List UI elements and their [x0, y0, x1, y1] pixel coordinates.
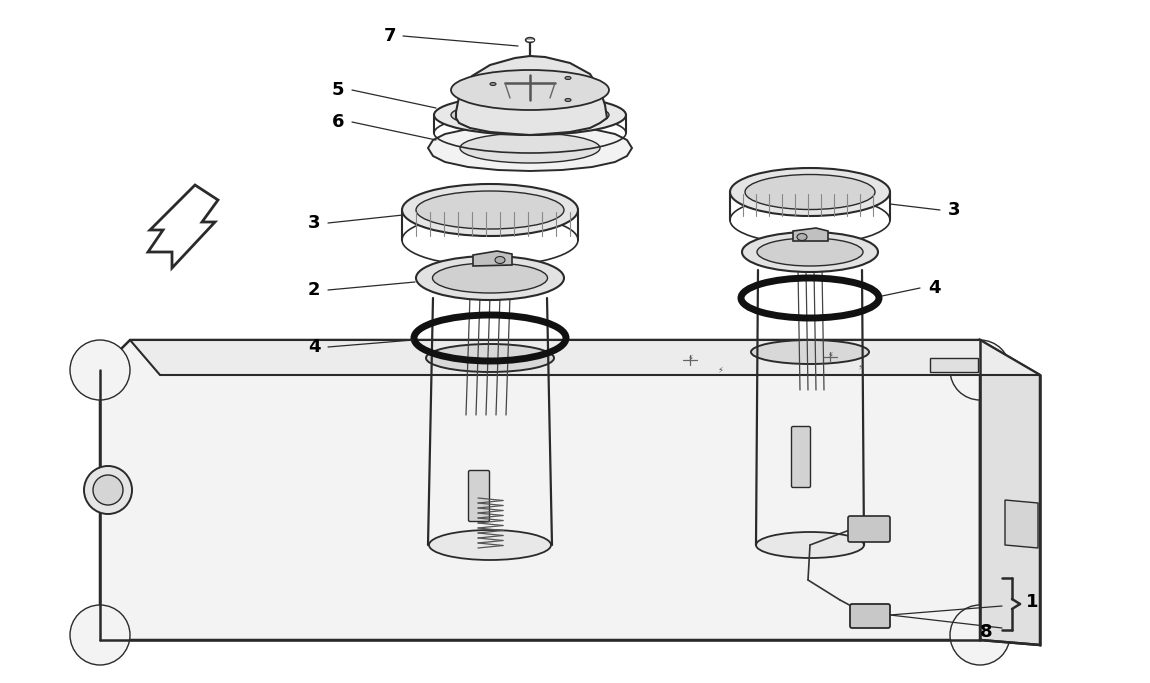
Ellipse shape [950, 340, 1010, 400]
Ellipse shape [745, 174, 875, 210]
Polygon shape [428, 125, 632, 171]
Polygon shape [148, 185, 218, 268]
Ellipse shape [756, 532, 864, 558]
Ellipse shape [70, 340, 130, 400]
Ellipse shape [565, 98, 572, 102]
Ellipse shape [460, 133, 600, 163]
Ellipse shape [432, 263, 547, 293]
Ellipse shape [490, 83, 496, 85]
Ellipse shape [451, 101, 610, 129]
Polygon shape [100, 340, 980, 640]
Text: 8: 8 [980, 623, 992, 641]
Text: ⚡: ⚡ [718, 365, 723, 374]
FancyBboxPatch shape [791, 426, 811, 488]
Ellipse shape [426, 344, 554, 372]
Ellipse shape [730, 168, 890, 216]
Ellipse shape [93, 475, 123, 505]
Text: 6: 6 [331, 113, 344, 131]
Ellipse shape [70, 605, 130, 665]
Polygon shape [457, 56, 607, 135]
Text: 7: 7 [384, 27, 397, 45]
Polygon shape [930, 358, 977, 372]
Polygon shape [130, 340, 1040, 375]
Ellipse shape [434, 95, 626, 135]
Ellipse shape [451, 70, 610, 110]
Text: 4: 4 [928, 279, 941, 297]
Ellipse shape [751, 340, 869, 364]
FancyBboxPatch shape [468, 471, 490, 522]
Ellipse shape [429, 530, 551, 560]
Ellipse shape [416, 191, 564, 229]
Ellipse shape [494, 257, 505, 264]
Text: 2: 2 [308, 281, 320, 299]
Ellipse shape [402, 184, 578, 236]
Ellipse shape [797, 234, 807, 240]
Ellipse shape [416, 256, 564, 300]
Ellipse shape [950, 605, 1010, 665]
Text: 3: 3 [948, 201, 960, 219]
Text: 4: 4 [308, 338, 320, 356]
FancyBboxPatch shape [848, 516, 890, 542]
Polygon shape [980, 340, 1040, 645]
Polygon shape [473, 251, 512, 266]
Ellipse shape [757, 238, 862, 266]
Ellipse shape [565, 76, 572, 79]
Text: ⚡: ⚡ [827, 350, 833, 359]
Text: 1: 1 [1026, 593, 1038, 611]
Text: 5: 5 [331, 81, 344, 99]
Text: 3: 3 [308, 214, 320, 232]
Ellipse shape [742, 232, 877, 272]
Polygon shape [1005, 500, 1038, 548]
FancyBboxPatch shape [850, 604, 890, 628]
Ellipse shape [526, 38, 535, 42]
Ellipse shape [84, 466, 132, 514]
Polygon shape [793, 228, 828, 241]
Text: ⚡: ⚡ [687, 354, 693, 363]
Text: ⚡: ⚡ [857, 363, 862, 372]
